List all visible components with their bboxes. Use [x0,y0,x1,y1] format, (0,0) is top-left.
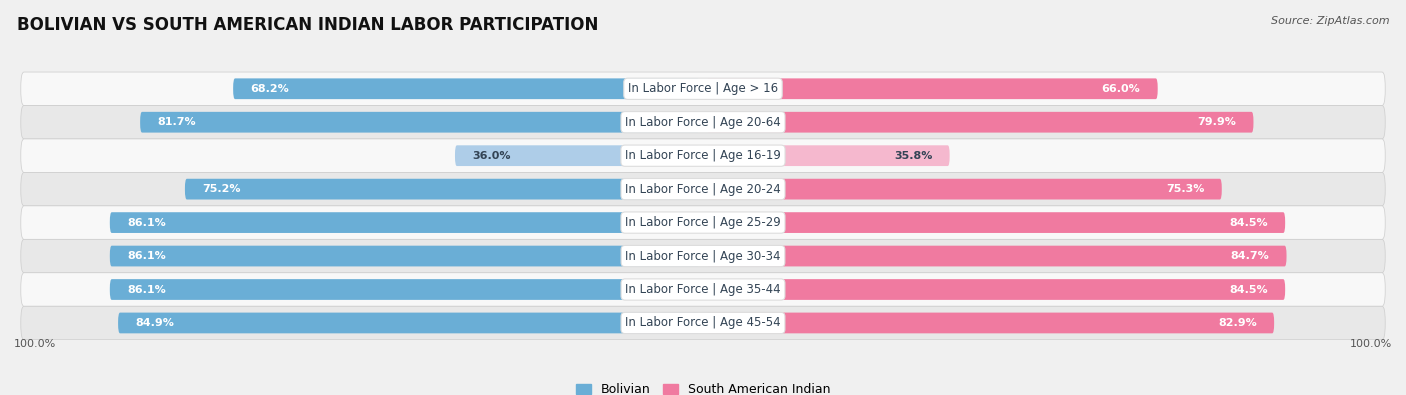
FancyBboxPatch shape [21,172,1385,206]
Text: 86.1%: 86.1% [127,284,166,295]
Text: 100.0%: 100.0% [1350,339,1392,349]
Text: 86.1%: 86.1% [127,218,166,228]
FancyBboxPatch shape [706,246,1286,266]
FancyBboxPatch shape [21,139,1385,172]
FancyBboxPatch shape [110,279,700,300]
Text: 35.8%: 35.8% [894,150,932,161]
FancyBboxPatch shape [186,179,700,199]
FancyBboxPatch shape [706,78,1157,99]
FancyBboxPatch shape [21,273,1385,306]
Text: 36.0%: 36.0% [472,150,510,161]
Text: 84.7%: 84.7% [1230,251,1270,261]
FancyBboxPatch shape [118,312,700,333]
Text: In Labor Force | Age 25-29: In Labor Force | Age 25-29 [626,216,780,229]
FancyBboxPatch shape [21,72,1385,105]
Text: 75.2%: 75.2% [202,184,240,194]
Text: 79.9%: 79.9% [1198,117,1236,127]
FancyBboxPatch shape [706,312,1274,333]
FancyBboxPatch shape [456,145,700,166]
Text: 81.7%: 81.7% [157,117,195,127]
FancyBboxPatch shape [21,239,1385,273]
FancyBboxPatch shape [110,212,700,233]
FancyBboxPatch shape [21,105,1385,139]
Text: In Labor Force | Age 30-34: In Labor Force | Age 30-34 [626,250,780,263]
FancyBboxPatch shape [21,306,1385,340]
Text: 82.9%: 82.9% [1218,318,1257,328]
Text: 86.1%: 86.1% [127,251,166,261]
FancyBboxPatch shape [141,112,700,133]
Text: In Labor Force | Age 45-54: In Labor Force | Age 45-54 [626,316,780,329]
Text: 84.5%: 84.5% [1229,284,1268,295]
Text: In Labor Force | Age 16-19: In Labor Force | Age 16-19 [626,149,780,162]
Text: In Labor Force | Age > 16: In Labor Force | Age > 16 [628,82,778,95]
Text: 75.3%: 75.3% [1166,184,1205,194]
FancyBboxPatch shape [706,145,949,166]
Text: 100.0%: 100.0% [14,339,56,349]
Text: In Labor Force | Age 20-24: In Labor Force | Age 20-24 [626,182,780,196]
Text: In Labor Force | Age 20-64: In Labor Force | Age 20-64 [626,116,780,129]
Text: 84.5%: 84.5% [1229,218,1268,228]
FancyBboxPatch shape [110,246,700,266]
Text: 84.9%: 84.9% [135,318,174,328]
FancyBboxPatch shape [706,112,1254,133]
Text: Source: ZipAtlas.com: Source: ZipAtlas.com [1271,16,1389,26]
Text: In Labor Force | Age 35-44: In Labor Force | Age 35-44 [626,283,780,296]
FancyBboxPatch shape [233,78,700,99]
FancyBboxPatch shape [706,179,1222,199]
FancyBboxPatch shape [21,206,1385,239]
Text: BOLIVIAN VS SOUTH AMERICAN INDIAN LABOR PARTICIPATION: BOLIVIAN VS SOUTH AMERICAN INDIAN LABOR … [17,16,598,34]
FancyBboxPatch shape [706,279,1285,300]
FancyBboxPatch shape [706,212,1285,233]
Legend: Bolivian, South American Indian: Bolivian, South American Indian [575,383,831,395]
Text: 68.2%: 68.2% [250,84,290,94]
Text: 66.0%: 66.0% [1102,84,1140,94]
